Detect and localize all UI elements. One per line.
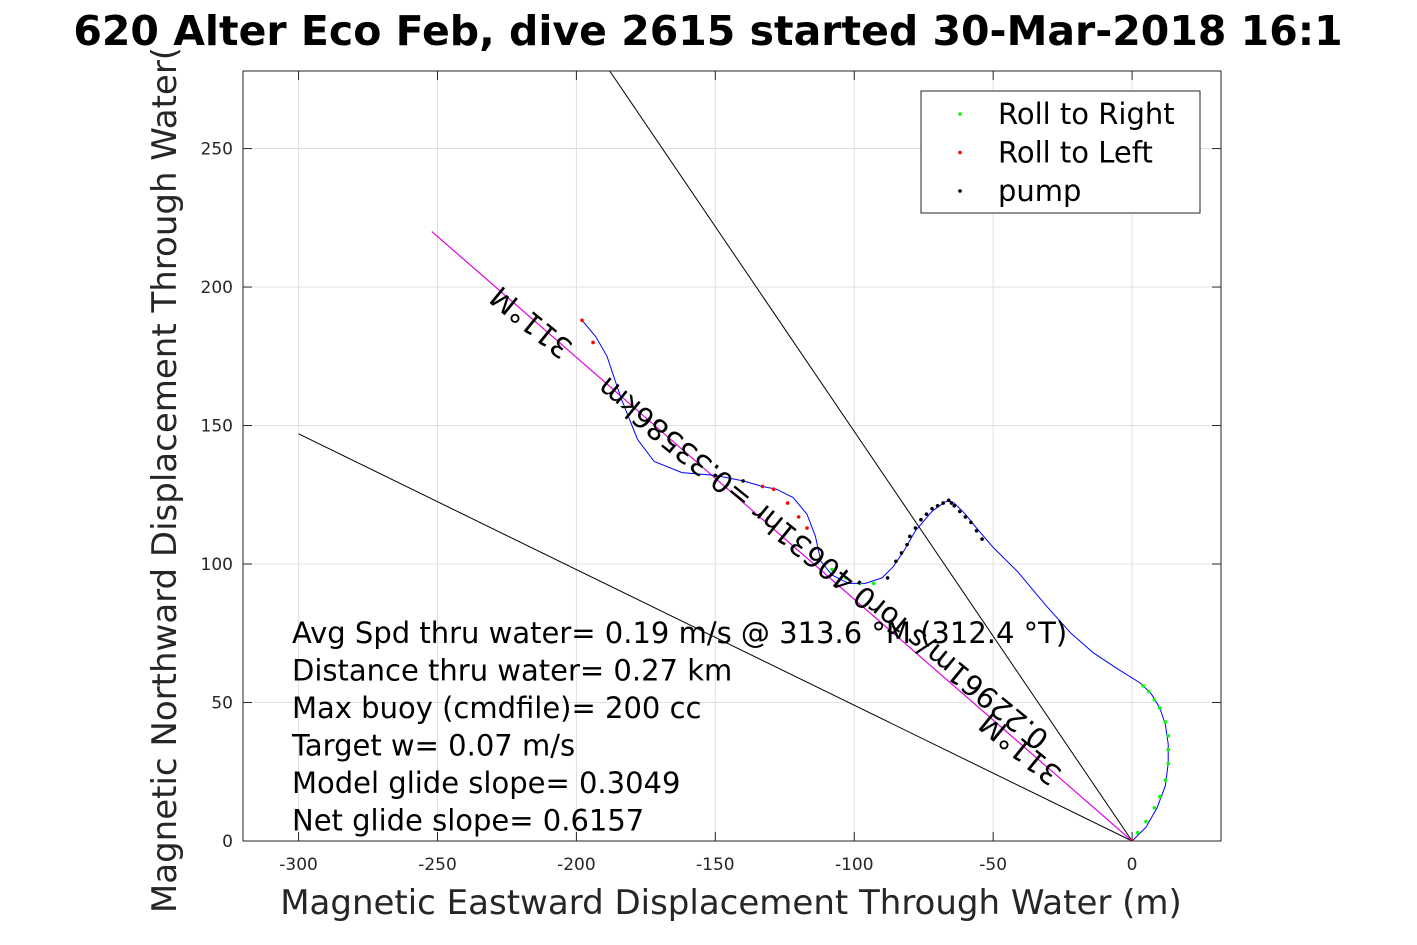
annotation-line: Target w= 0.07 m/s bbox=[291, 729, 575, 763]
annotation-block: Avg Spd thru water= 0.19 m/s @ 313.6 °M … bbox=[291, 616, 1067, 838]
roll-left-point bbox=[760, 484, 765, 489]
ticks: -300 -250 -200 -150 -100 -50 0 0 50 100 150 200 250 bbox=[201, 71, 1221, 875]
legend-box bbox=[920, 90, 1201, 214]
pump-point bbox=[935, 504, 940, 508]
y-tick-label: 0 bbox=[222, 832, 233, 852]
legend-label: Roll to Right bbox=[998, 97, 1175, 131]
roll-left-point bbox=[591, 340, 595, 345]
pump-point bbox=[919, 517, 923, 522]
annotation-line: Model glide slope= 0.3049 bbox=[292, 766, 680, 800]
legend-marker bbox=[958, 189, 962, 193]
glide-line-steep bbox=[609, 71, 1133, 841]
pump-point bbox=[713, 473, 718, 478]
x-tick-label: 0 bbox=[1127, 855, 1138, 875]
y-axis-label: Magnetic Northward Displacement Through … bbox=[145, 47, 185, 913]
pump-point bbox=[930, 506, 934, 511]
legend-label: pump bbox=[998, 174, 1081, 208]
y-tick-label: 100 bbox=[201, 555, 233, 575]
track-line bbox=[581, 319, 1169, 841]
roll-right-point bbox=[1158, 706, 1162, 710]
x-tick-label: -300 bbox=[279, 855, 318, 875]
roll-right-point bbox=[1166, 747, 1171, 752]
y-tick-label: 150 bbox=[201, 417, 233, 437]
roll-right-point bbox=[844, 576, 848, 580]
pump-point bbox=[963, 515, 968, 519]
x-tick-label: -100 bbox=[835, 855, 874, 875]
roll-right-point bbox=[1144, 819, 1148, 824]
heading-line-magenta bbox=[431, 231, 1133, 841]
roll-right-point bbox=[1152, 697, 1157, 702]
pump-point bbox=[958, 509, 962, 514]
pump-point bbox=[905, 542, 909, 547]
roll-right-point bbox=[1163, 720, 1168, 724]
annotation-line: Distance thru water= 0.27 km bbox=[292, 654, 732, 688]
y-tick-label: 250 bbox=[201, 140, 233, 160]
roll-left-point bbox=[771, 487, 776, 492]
roll-right-point bbox=[1158, 794, 1162, 799]
pump-point bbox=[969, 520, 973, 525]
plot-frame bbox=[242, 70, 1222, 842]
legend-label: Roll to Left bbox=[998, 136, 1153, 170]
y-tick-label: 50 bbox=[211, 694, 233, 714]
roll-left-point bbox=[796, 515, 801, 519]
pump-point bbox=[941, 501, 945, 505]
pump-point bbox=[949, 501, 954, 505]
roll-right-point bbox=[1166, 761, 1171, 766]
roll-right-point bbox=[858, 581, 862, 586]
pump-point bbox=[974, 528, 979, 533]
roll-right-point bbox=[1166, 733, 1171, 738]
roll-right-point bbox=[1146, 689, 1151, 694]
roll-left-point bbox=[580, 318, 584, 323]
legend-marker bbox=[958, 112, 962, 116]
annotation-line: Avg Spd thru water= 0.19 m/s @ 313.6 °M … bbox=[292, 616, 1067, 650]
roll-right-point bbox=[1163, 778, 1168, 782]
pump-point bbox=[980, 537, 984, 541]
pump-point bbox=[899, 551, 904, 555]
roll-right-point bbox=[1141, 684, 1146, 688]
legend: Roll to Right Roll to Left pump bbox=[920, 90, 1201, 214]
annotation-line: Max buoy (cmdfile)= 200 cc bbox=[292, 691, 701, 725]
annotation-line: Net glide slope= 0.6157 bbox=[292, 804, 644, 838]
x-tick-label: -50 bbox=[979, 855, 1007, 875]
x-tick-label: -200 bbox=[557, 855, 596, 875]
series bbox=[298, 71, 1171, 841]
roll-right-point bbox=[871, 581, 876, 586]
y-tick-label: 200 bbox=[201, 278, 233, 298]
chart-title: 620 Alter Eco Feb, dive 2615 started 30-… bbox=[73, 7, 1342, 55]
roll-left-point bbox=[805, 526, 809, 530]
pump-point bbox=[952, 504, 957, 508]
roll-left-point bbox=[785, 501, 790, 505]
legend-marker bbox=[958, 150, 962, 155]
pump-point bbox=[924, 512, 929, 516]
roll-right-point bbox=[1152, 805, 1157, 810]
pump-point bbox=[894, 559, 898, 564]
pump-point bbox=[908, 534, 912, 539]
pump-point bbox=[741, 479, 745, 483]
x-axis-label: Magnetic Eastward Displacement Through W… bbox=[280, 883, 1182, 923]
roll-right-point bbox=[830, 567, 834, 572]
pump-point bbox=[885, 576, 890, 580]
glide-line-shallow bbox=[298, 433, 1133, 841]
x-tick-label: -150 bbox=[696, 855, 735, 875]
pump-point bbox=[946, 498, 951, 503]
x-tick-label: -250 bbox=[418, 855, 457, 875]
pump-point bbox=[913, 526, 918, 530]
roll-right-point bbox=[1135, 830, 1140, 835]
